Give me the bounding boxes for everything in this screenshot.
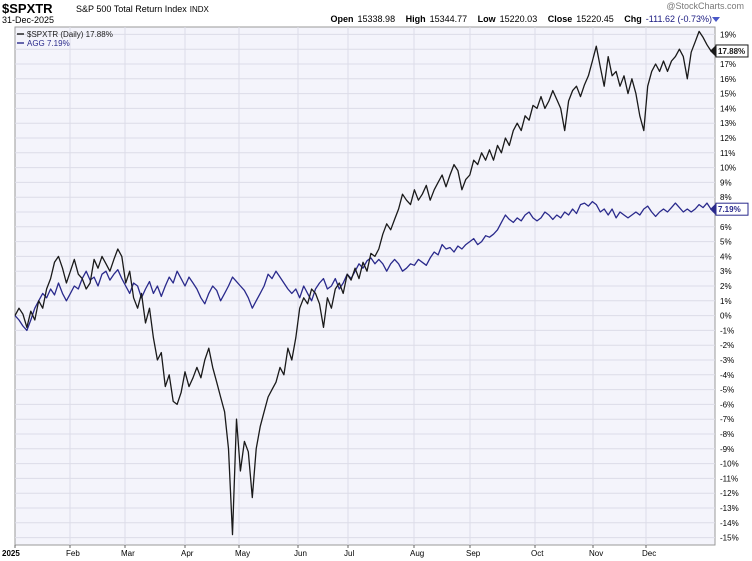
end-label-text: 7.19%: [718, 205, 741, 214]
y-tick-label: 5%: [720, 238, 732, 247]
y-tick-label: -6%: [720, 400, 734, 409]
x-tick-label: Jun: [294, 549, 307, 558]
y-tick-label: -12%: [720, 489, 739, 498]
y-tick-label: -14%: [720, 519, 739, 528]
x-tick-label: Oct: [531, 549, 544, 558]
x-tick-label: 2025: [2, 549, 20, 558]
y-tick-label: -4%: [720, 371, 734, 380]
y-tick-label: -3%: [720, 356, 734, 365]
y-tick-label: -11%: [720, 474, 738, 483]
date-label: 31-Dec-2025: [2, 15, 55, 25]
y-tick-label: 17%: [720, 60, 736, 69]
legend-entry[interactable]: AGG 7.19%: [27, 39, 70, 48]
y-tick-label: -2%: [720, 341, 734, 350]
end-label-pointer: [710, 203, 716, 216]
y-tick-label: -13%: [720, 504, 739, 513]
y-tick-label: 2%: [720, 282, 732, 291]
y-tick-label: 1%: [720, 297, 732, 306]
open-label: Open: [330, 14, 354, 24]
y-tick-label: 6%: [720, 223, 732, 232]
y-tick-label: 9%: [720, 178, 732, 187]
y-tick-label: -5%: [720, 386, 734, 395]
symbol-label[interactable]: $SPXTR: [2, 1, 53, 16]
quote-bar: Open 15338.98 High 15344.77 Low 15220.03 Cl…: [331, 14, 712, 24]
y-tick-label: 12%: [720, 134, 736, 143]
y-tick-label: 0%: [720, 312, 732, 321]
legend-entry[interactable]: $SPXTR (Daily) 17.88%: [27, 30, 113, 39]
series-end-label: 17.88%: [710, 44, 749, 58]
low-label: Low: [477, 14, 496, 24]
x-tick-label: Dec: [642, 549, 656, 558]
y-tick-label: 14%: [720, 104, 736, 113]
y-tick-label: 4%: [720, 252, 732, 261]
close-value: 15220.45: [576, 14, 614, 24]
x-tick-label: Nov: [589, 549, 603, 558]
y-tick-label: 8%: [720, 193, 732, 202]
x-tick-label: Jul: [344, 549, 354, 558]
y-tick-label: 11%: [720, 149, 735, 158]
x-tick-label: Sep: [466, 549, 481, 558]
y-tick-label: -9%: [720, 445, 734, 454]
chart-header: $SPXTR S&P 500 Total Return Index INDX 31…: [0, 0, 752, 26]
series-line: [14, 200, 712, 332]
open-value: 15338.98: [357, 14, 396, 24]
high-label: High: [405, 14, 426, 24]
x-tick-label: Feb: [66, 549, 80, 558]
low-value: 15220.03: [499, 14, 538, 24]
close-label: Close: [547, 14, 573, 24]
high-value: 15344.77: [429, 14, 468, 24]
change-label: Chg: [624, 14, 642, 24]
end-label-text: 17.88%: [718, 47, 745, 56]
y-tick-label: 10%: [720, 164, 736, 173]
y-tick-label: 19%: [720, 30, 736, 39]
y-tick-label: -7%: [720, 415, 734, 424]
y-tick-label: 13%: [720, 119, 736, 128]
y-tick-label: -10%: [720, 460, 739, 469]
change-value: -111.62 (-0.73%): [645, 14, 712, 24]
y-tick-label: 15%: [720, 90, 736, 99]
end-label-box: [715, 44, 749, 58]
index-name: S&P 500 Total Return Index INDX: [76, 4, 209, 14]
x-tick-label: Mar: [121, 549, 135, 558]
y-tick-label: 3%: [720, 267, 732, 276]
y-tick-label: 16%: [720, 75, 736, 84]
y-tick-label: -1%: [720, 326, 734, 335]
end-label-box: [715, 202, 749, 216]
end-label-pointer: [710, 44, 716, 57]
x-tick-label: May: [235, 549, 250, 558]
y-tick-label: -8%: [720, 430, 734, 439]
index-name-text: S&P 500 Total Return Index: [76, 4, 187, 14]
series-line: [14, 30, 712, 536]
stockcharts-watermark: @StockCharts.com: [666, 1, 744, 11]
x-tick-label: Apr: [181, 549, 194, 558]
series-end-label: 7.19%: [710, 202, 749, 216]
y-tick-label: -15%: [720, 534, 739, 543]
exchange-label: INDX: [189, 5, 209, 14]
dropdown-triangle-icon[interactable]: [712, 17, 720, 22]
x-tick-label: Aug: [410, 549, 424, 558]
